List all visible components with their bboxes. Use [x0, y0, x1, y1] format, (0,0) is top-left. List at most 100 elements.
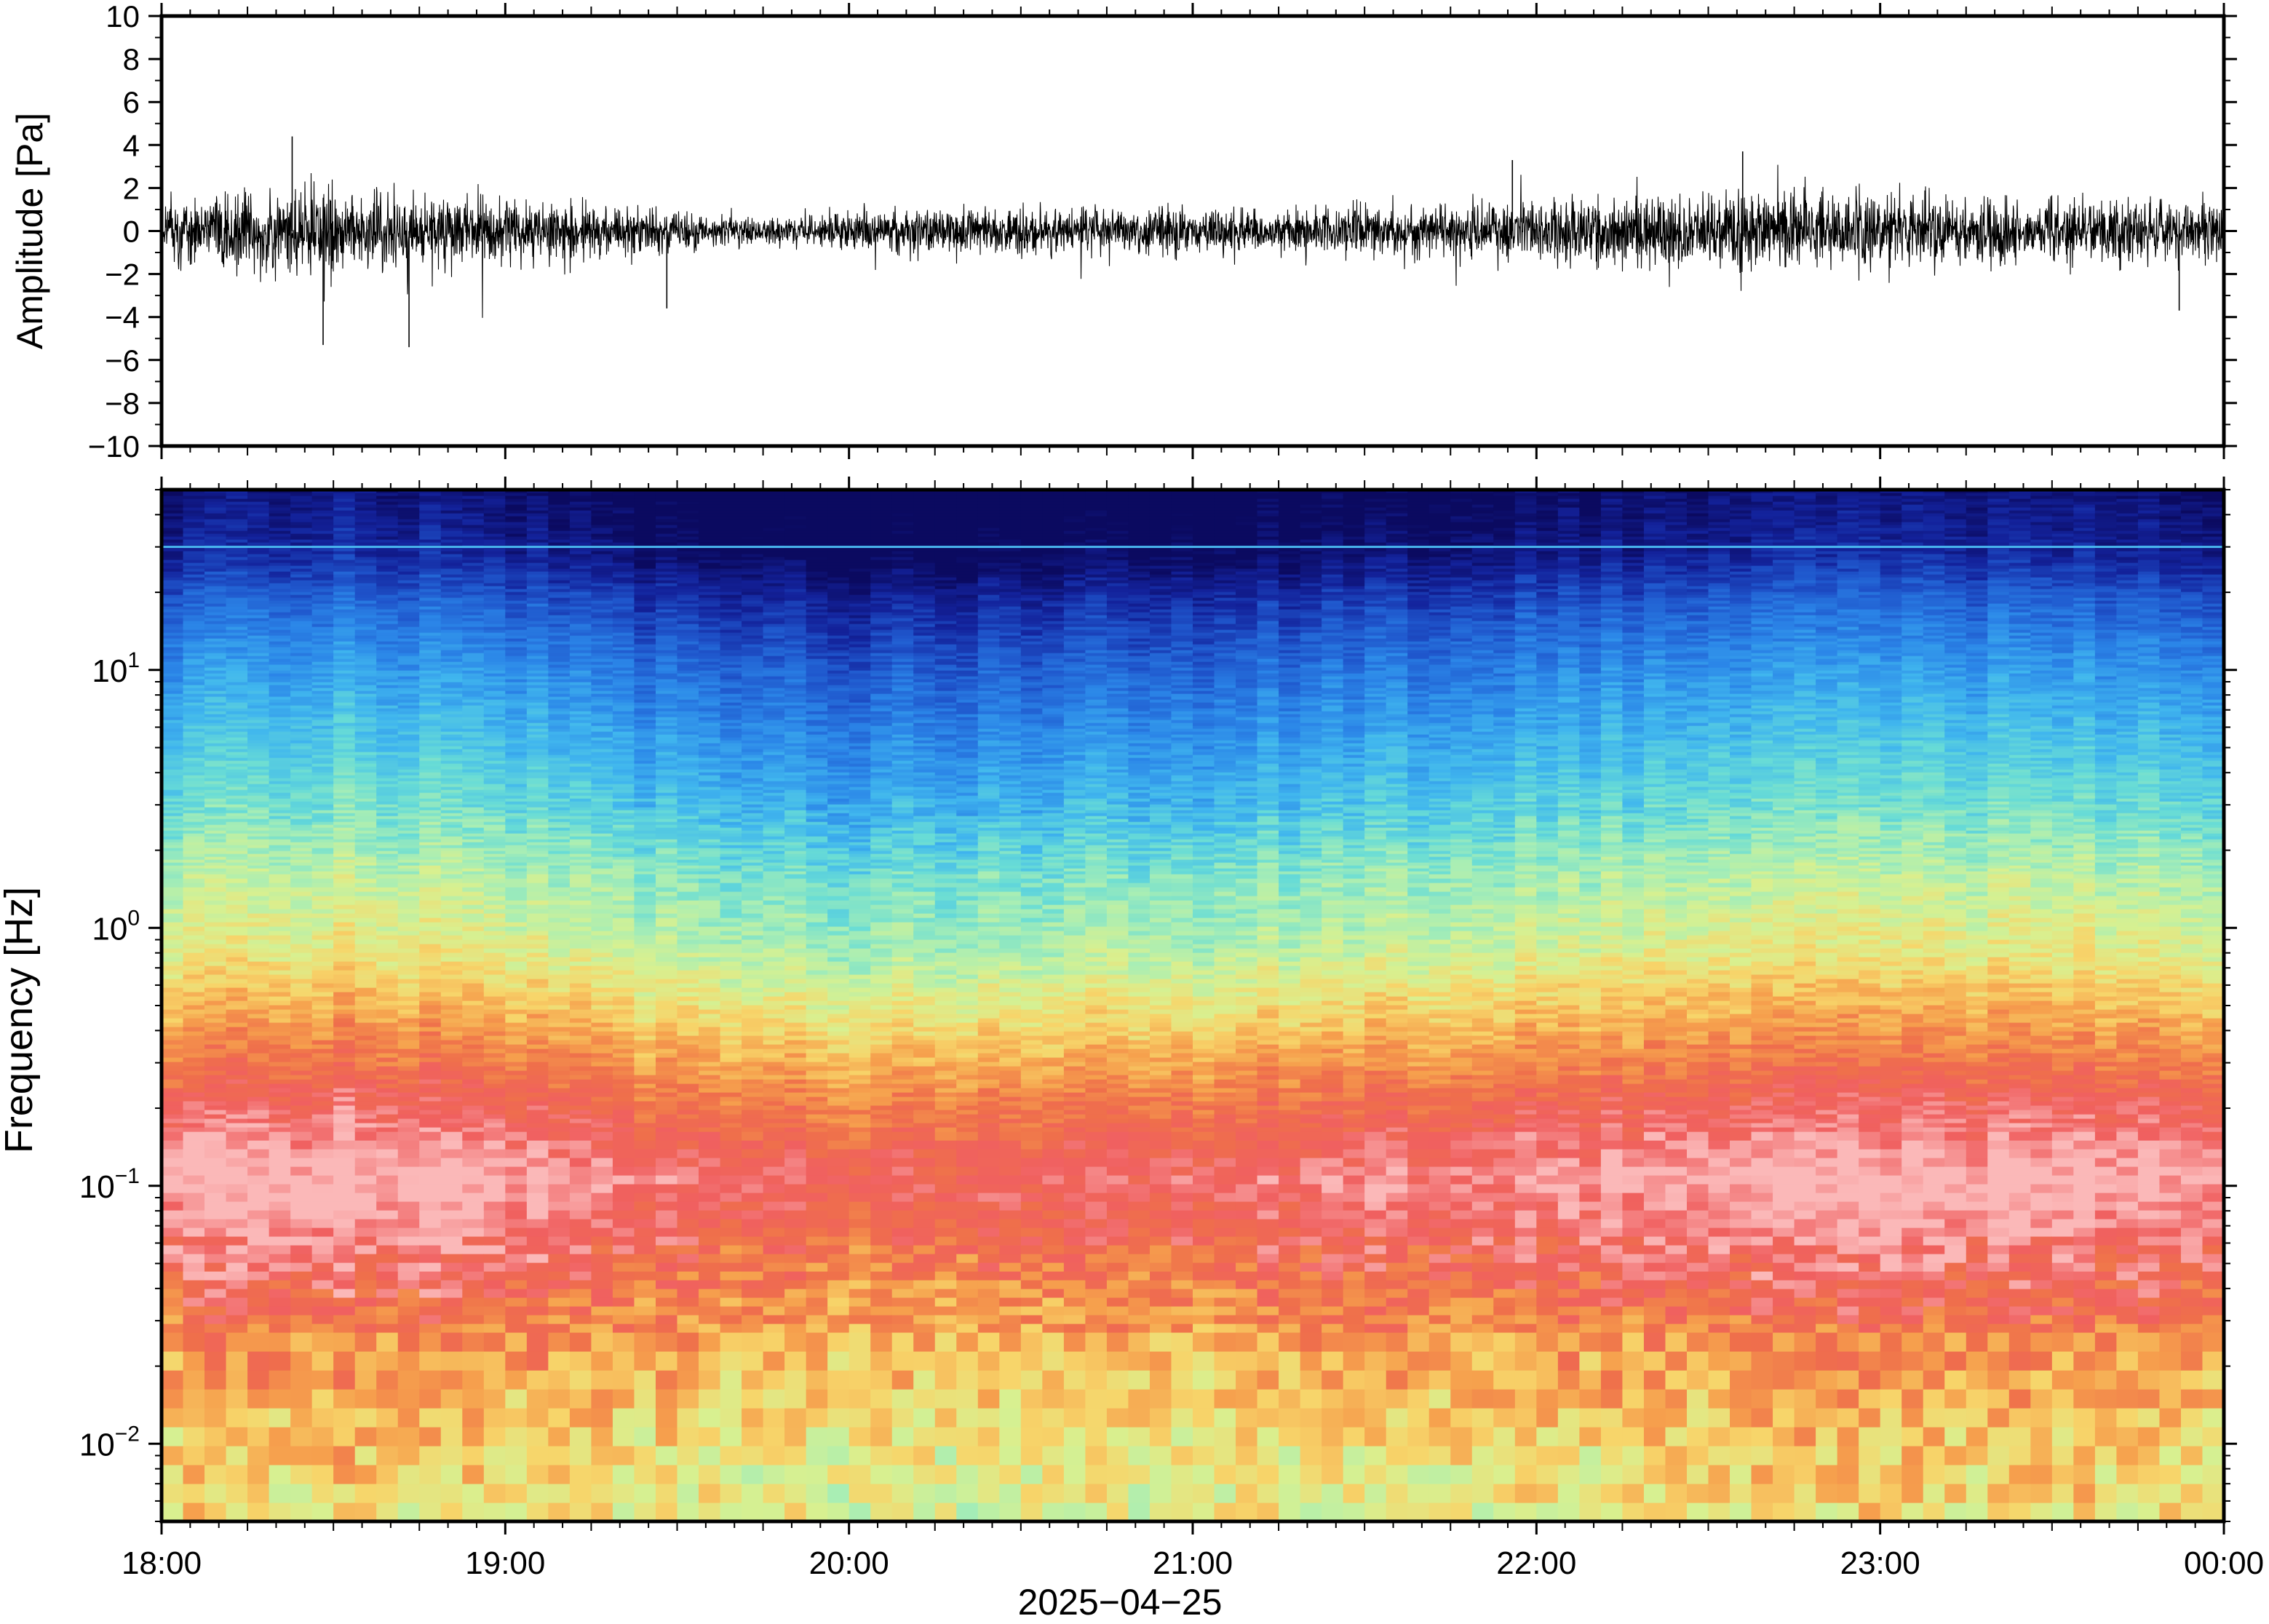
spectrogram-cell: [247, 798, 269, 802]
spectrogram-cell: [419, 961, 441, 966]
spectrogram-cell: [570, 580, 592, 584]
spectrogram-cell: [333, 714, 355, 717]
spectrogram-cell: [204, 1105, 226, 1110]
spectrogram-cell: [441, 629, 463, 633]
spectrogram-cell: [570, 493, 592, 496]
spectrogram-cell: [548, 737, 570, 741]
spectrogram-cell: [183, 1053, 205, 1058]
spectrogram-cell: [527, 493, 549, 496]
spectrogram-cell: [570, 775, 592, 779]
spectrogram-cell: [333, 504, 355, 508]
spectrogram-cell: [333, 737, 355, 741]
spectrogram-cell: [398, 1005, 420, 1010]
spectrogram-cell: [247, 801, 269, 805]
spectrogram-cell: [441, 1031, 463, 1036]
spectrogram-cell: [570, 542, 592, 546]
spectrogram-cell: [484, 615, 506, 618]
spectrogram-cell: [183, 807, 205, 811]
spectrogram-cell: [527, 615, 549, 618]
spectrogram-cell: [419, 795, 441, 799]
spectrogram-cell: [548, 996, 570, 1001]
spectrogram-cell: [462, 1332, 484, 1352]
spectrogram-cell: [441, 571, 463, 575]
spectrogram-cell: [312, 1315, 334, 1324]
spectrogram-cell: [247, 979, 269, 984]
spectrogram-cell: [441, 1110, 463, 1115]
spectrogram-cell: [162, 673, 183, 677]
spectrogram-cell: [591, 1014, 613, 1019]
spectrogram-cell: [355, 816, 377, 819]
spectrogram-cell: [204, 992, 226, 997]
spectrogram-cell: [484, 612, 506, 616]
spectrogram-cell: [312, 702, 334, 706]
spectrogram-cell: [290, 1062, 312, 1067]
spectrogram-cell: [570, 1057, 592, 1062]
spectrogram-cell: [376, 819, 398, 822]
spectrogram-cell: [441, 896, 463, 901]
spectrogram-cell: [333, 624, 355, 627]
spectrogram-cell: [226, 1070, 248, 1075]
spectrogram-cell: [398, 711, 420, 715]
spectrogram-cell: [462, 970, 484, 975]
spectrogram-cell: [505, 896, 527, 901]
spectrogram-cell: [419, 996, 441, 1001]
spectrogram-cell: [355, 510, 377, 514]
spectrogram-cell: [226, 1114, 248, 1119]
spectrogram-cell: [462, 728, 484, 732]
spectrogram-cell: [183, 1088, 205, 1093]
spectrogram-cell: [484, 781, 506, 784]
spectrogram-cell: [204, 1066, 226, 1071]
spectrogram-cell: [441, 904, 463, 909]
spectrogram-cell: [290, 798, 312, 802]
spectrogram-cell: [548, 836, 570, 840]
spectrogram-cell: [398, 498, 420, 502]
spectrogram-cell: [247, 1101, 269, 1106]
spectrogram-cell: [419, 1075, 441, 1080]
spectrogram-cell: [441, 632, 463, 636]
spectrogram-cell: [162, 513, 183, 517]
spectrogram-cell: [548, 1245, 570, 1254]
spectrogram-cell: [269, 1254, 291, 1263]
spectrogram-cell: [398, 638, 420, 642]
spectrogram-cell: [441, 641, 463, 645]
spectrogram-cell: [376, 714, 398, 717]
spectrogram-cell: [376, 682, 398, 685]
spectrogram-cell: [269, 1324, 291, 1333]
spectrogram-cell: [484, 804, 506, 808]
spectrogram-cell: [183, 795, 205, 799]
spectrogram-cell: [570, 708, 592, 712]
spectrogram-cell: [183, 824, 205, 828]
spectrogram-cell: [419, 804, 441, 808]
spectrogram-cell: [570, 926, 592, 931]
spectrogram-cell: [570, 1351, 592, 1371]
spectrogram-cell: [570, 1149, 592, 1158]
spectrogram-cell: [398, 731, 420, 735]
spectrogram-cell: [355, 801, 377, 805]
spectrogram-cell: [183, 661, 205, 665]
spectrogram-cell: [570, 507, 592, 511]
spectrogram-cell: [312, 667, 334, 671]
spectrogram-cell: [441, 1158, 463, 1167]
spectrogram-cell: [183, 792, 205, 796]
spectrogram-cell: [527, 909, 549, 914]
spectrogram-cell: [419, 1009, 441, 1014]
spectrogram-cell: [333, 868, 355, 872]
spectrogram-cell: [419, 510, 441, 514]
spectrogram-cell: [591, 970, 613, 975]
spectrogram-cell: [441, 1315, 463, 1324]
spectrogram-cell: [527, 763, 549, 767]
spectrogram-cell: [290, 1110, 312, 1115]
spectrogram-cell: [333, 720, 355, 723]
spectrogram-cell: [162, 1245, 183, 1254]
spectrogram-cell: [527, 539, 549, 543]
spectrogram-cell: [591, 896, 613, 901]
spectrogram-cell: [355, 495, 377, 499]
spectrogram-cell: [484, 868, 506, 872]
spectrogram-cell: [419, 1446, 441, 1465]
spectrogram-cell: [613, 1484, 635, 1503]
spectrogram-cell: [398, 632, 420, 636]
spectrogram-cell: [591, 878, 613, 883]
spectrogram-cell: [527, 673, 549, 677]
spectrogram-cell: [505, 935, 527, 940]
spectrogram-cell: [269, 560, 291, 563]
